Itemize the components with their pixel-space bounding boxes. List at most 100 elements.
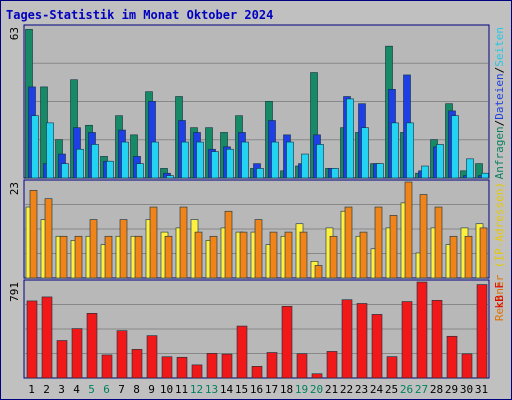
panel-3-bar-kb-f-day-22 [341,299,353,379]
panel-2-bar-rechner-day-3 [59,235,68,279]
day-label-5: 5 [88,383,95,396]
panel-1-bar-seiten-day-30 [466,158,474,179]
panel-1-bar-seiten-day-16 [256,168,264,179]
panel-3-bar-kb-f-day-30 [461,353,473,379]
panel-3-bar-kb-f-day-11 [176,356,188,379]
day-label-10: 10 [160,383,173,396]
panel-1-bar-seiten-day-15 [241,141,249,179]
panel-1-bar-seiten-day-24 [376,163,384,179]
day-label-1: 1 [28,383,35,396]
panel-3-bar-kb-f-day-18 [281,305,293,379]
panel-3-bar-kb-f-day-14 [221,353,233,379]
panel-2-bar-rechner-day-30 [464,235,473,279]
panel-2-bar-rechner-day-12 [194,231,203,279]
panel-2-bar-rechner-day-31 [479,227,488,279]
panel-2-bar-rechner-day-28 [434,206,443,279]
panel-2-bar-rechner-day-21 [329,235,338,279]
panel-3-bar-kb-f-day-2 [41,296,53,379]
panel-1-bar-seiten-day-4 [76,148,84,179]
panel-3-ymax-label: 791 [8,282,21,302]
day-label-27: 27 [415,383,428,396]
panel-1-bar-seiten-day-28 [436,144,444,179]
day-label-3: 3 [58,383,65,396]
panel-1-bar-seiten-day-6 [106,160,114,179]
panel-3-bar-kb-f-day-21 [326,351,338,379]
day-label-15: 15 [235,383,248,396]
day-label-24: 24 [370,383,384,396]
panel-1-bar-seiten-day-18 [286,141,294,179]
panel-3-bar-kb-f-day-6 [101,354,113,379]
panel-1-bar-seiten-day-23 [361,127,369,179]
panel-3-bar-kb-f-day-13 [206,353,218,379]
panel-2-bar-rechner-day-7 [119,219,128,279]
day-label-20: 20 [310,383,323,396]
panel-1-bar-seiten-day-12 [196,141,204,179]
day-label-6: 6 [103,383,110,396]
day-label-23: 23 [355,383,368,396]
day-label-2: 2 [43,383,50,396]
panel-1-bar-seiten-day-8 [136,163,144,179]
panel-2-bar-rechner-day-11 [179,206,188,279]
panel-3-bar-kb-f-day-1 [26,300,38,379]
panel-3-bar-kb-f-day-4 [71,328,83,379]
chart-title: Tages-Statistik im Monat Oktober 2024 [6,8,273,22]
panel-3-bar-kb-f-day-27 [416,281,428,379]
day-label-30: 30 [460,383,473,396]
panel-2-bar-rechner-day-18 [284,231,293,279]
panel-1-legend-part-3: Dateien [493,73,506,119]
day-label-26: 26 [400,383,413,396]
panel-2-bar-rechner-day-2 [44,198,53,279]
panel-3-bar-kb-f-day-31 [476,284,488,379]
panel-3-bar-kb-f-day-26 [401,301,413,379]
panel-1-legend-part-5: Seiten [493,27,506,67]
panel-3-bar-kb-f-day-15 [236,325,248,379]
panel-3: 791 kB F [8,279,506,379]
panel-2-bar-rechner-day-29 [449,235,458,279]
panel-2-bar-rechner-day-5 [89,219,98,279]
panel-2-bar-rechner-day-24 [374,206,383,279]
panel-1-bar-seiten-day-27 [421,165,429,179]
day-label-12: 12 [190,383,203,396]
day-label-21: 21 [325,383,338,396]
panel-1-legend: Anfragen/Dateien/Seiten [493,27,506,179]
panel-3-bar-kb-f-day-10 [161,356,173,379]
panel-2-bar-rechner-day-15 [239,231,248,279]
panel-3-bar-kb-f-day-5 [86,313,98,379]
panel-2-bar-rechner-day-23 [359,231,368,279]
panel-2-bar-rechner-day-13 [209,235,218,279]
panel-3-bar-kb-f-day-29 [446,335,458,379]
panel-3-bar-kb-f-day-16 [251,366,263,379]
panel-1-bar-seiten-day-7 [121,141,129,179]
panel-3-bar-kb-f-day-24 [371,314,383,379]
panel-2-bar-rechner-day-8 [134,235,143,279]
panel-1-bar-seiten-day-21 [331,168,339,179]
panel-1-bar-seiten-day-26 [406,122,414,179]
day-label-13: 13 [205,383,218,396]
panel-1-legend-part-1: Anfragen [493,126,506,179]
panel-3-bar-kb-f-day-7 [116,330,128,379]
day-label-19: 19 [295,383,308,396]
panel-3-bar-kb-f-day-3 [56,340,68,379]
panel-1-bar-seiten-day-29 [451,115,459,179]
panel-2: 23 Rechner (IP-Adressen) [8,179,506,321]
panel-2-legend: Rechner (IP-Adressen) [493,182,506,321]
panel-1-bar-seiten-day-22 [346,98,354,179]
panel-1-bar-seiten-day-19 [301,153,309,179]
panel-1-bar-seiten-day-13 [211,151,219,179]
panel-1-bar-seiten-day-25 [391,122,399,179]
day-axis: 1 2 3 4 5 6 7 8 9 10 11 12 13 14 15 16 17 18 19 20 21 22 23 24 2… [28,383,488,396]
panel-2-bar-rechner-day-26 [404,181,413,279]
panel-3-bar-kb-f-day-17 [266,352,278,379]
panel-3-bar-kb-f-day-20 [311,373,323,379]
panel-1-legend-part-2: / [493,120,506,127]
panel-1-legend-part-4: / [493,67,506,74]
panel-2-bar-rechner-day-19 [299,231,308,279]
panel-2-bar-rechner-day-22 [344,206,353,279]
panel-2-legend-part-1: Rechner [493,268,506,321]
panel-1-ymax-label: 63 [8,27,21,40]
day-label-28: 28 [430,383,443,396]
panel-1-bar-seiten-day-11 [181,141,189,179]
